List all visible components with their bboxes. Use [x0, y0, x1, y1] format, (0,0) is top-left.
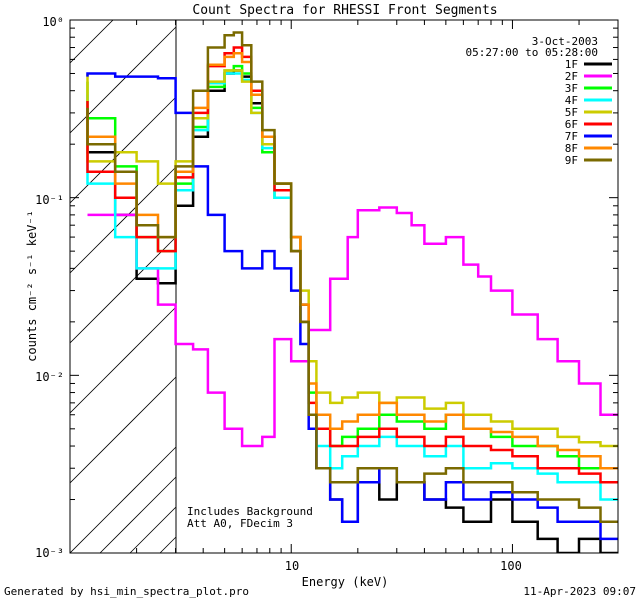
chart-title: Count Spectra for RHESSI Front Segments: [192, 3, 497, 18]
legend-label-3F: 3F: [565, 82, 578, 95]
series-line-5F: [86, 69, 618, 448]
footer-timestamp: 11-Apr-2023 09:07: [523, 585, 636, 598]
footer-generated-by: Generated by hsi_min_spectra_plot.pro: [4, 585, 249, 598]
y-tick-label-1: 10⁻¹: [35, 193, 64, 207]
series-line-4F: [86, 72, 618, 501]
legend: 1F 2F 3F 4F 5F 6F 7F 8F 9F: [565, 58, 612, 167]
time-range-label: 05:27:00 to 05:28:00: [466, 46, 598, 59]
legend-label-9F: 9F: [565, 154, 578, 167]
annotation-attenuator: Att A0, FDecim 3: [187, 517, 293, 530]
y-tick-label-0: 10⁰: [42, 15, 64, 29]
y-tick-label-3: 10⁻³: [35, 546, 64, 560]
date-label: 3-Oct-2003: [532, 35, 598, 48]
tick-marks: [69, 19, 619, 554]
x-tick-label-1: 100: [500, 559, 522, 573]
series-line-1F: [86, 69, 618, 553]
legend-label-1F: 1F: [565, 58, 578, 71]
legend-label-4F: 4F: [565, 94, 578, 107]
series-line-9F: [86, 31, 618, 523]
x-tick-label-0: 10: [285, 559, 299, 573]
series-line-8F: [86, 51, 618, 470]
plot-frame: [69, 19, 619, 554]
legend-label-2F: 2F: [565, 70, 578, 83]
series-line-6F: [86, 46, 618, 484]
excluded-region-hatch: [70, 20, 177, 553]
annotation-background: Includes Background: [187, 505, 313, 518]
series-group: [86, 31, 618, 553]
x-axis-label: Energy (keV): [302, 575, 389, 589]
y-axis-label: counts cm⁻² s⁻¹ keV⁻¹: [25, 210, 39, 362]
series-line-2F: [87, 206, 618, 448]
legend-label-7F: 7F: [565, 130, 578, 143]
legend-label-8F: 8F: [565, 142, 578, 155]
y-tick-label-2: 10⁻²: [35, 370, 64, 384]
legend-label-6F: 6F: [565, 118, 578, 131]
legend-label-5F: 5F: [565, 106, 578, 119]
